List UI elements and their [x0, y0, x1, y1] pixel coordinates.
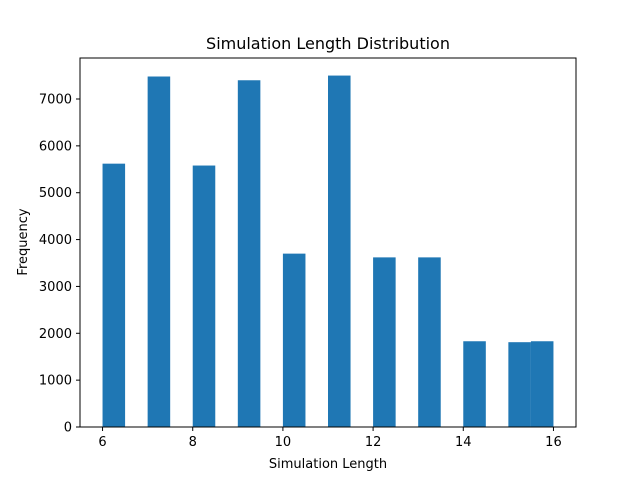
x-tick-label-1: 8	[189, 435, 197, 450]
bar-7	[418, 257, 441, 427]
bar-5	[328, 75, 351, 428]
x-tick-label-2: 10	[275, 435, 292, 450]
x-tick-label-4: 14	[455, 435, 472, 450]
y-tick-label-5: 5000	[39, 186, 72, 201]
y-tick-label-2: 2000	[39, 327, 72, 342]
x-tick-label-5: 16	[545, 435, 562, 450]
y-axis-label: Frequency	[16, 208, 31, 275]
bar-0	[102, 163, 126, 428]
y-tick-label-4: 4000	[39, 233, 72, 248]
bar-4	[282, 253, 306, 427]
plot-frame	[79, 57, 577, 428]
bar-2	[192, 165, 216, 427]
bar-1	[147, 76, 171, 427]
x-axis-ticks: 6 8 10 12 14 16	[98, 427, 562, 450]
y-tick-label-0: 0	[64, 421, 72, 436]
bar-6	[373, 257, 396, 427]
y-tick-label-1: 1000	[39, 374, 72, 389]
y-tick-label-7: 7000	[39, 93, 72, 108]
x-tick-label-0: 6	[98, 435, 106, 450]
x-axis-label: Simulation Length	[269, 457, 387, 472]
y-tick-label-6: 6000	[39, 139, 72, 154]
y-axis-ticks: 0 1000 2000 3000 4000 5000 6000 7000	[39, 93, 80, 436]
bar-3	[237, 80, 261, 427]
bar-9	[508, 342, 531, 427]
bar-10	[530, 341, 554, 427]
chart-title: Simulation Length Distribution	[206, 34, 450, 53]
bar-8	[463, 341, 486, 427]
bars-group	[102, 75, 554, 428]
y-tick-label-3: 3000	[39, 280, 72, 295]
x-tick-label-3: 12	[365, 435, 382, 450]
